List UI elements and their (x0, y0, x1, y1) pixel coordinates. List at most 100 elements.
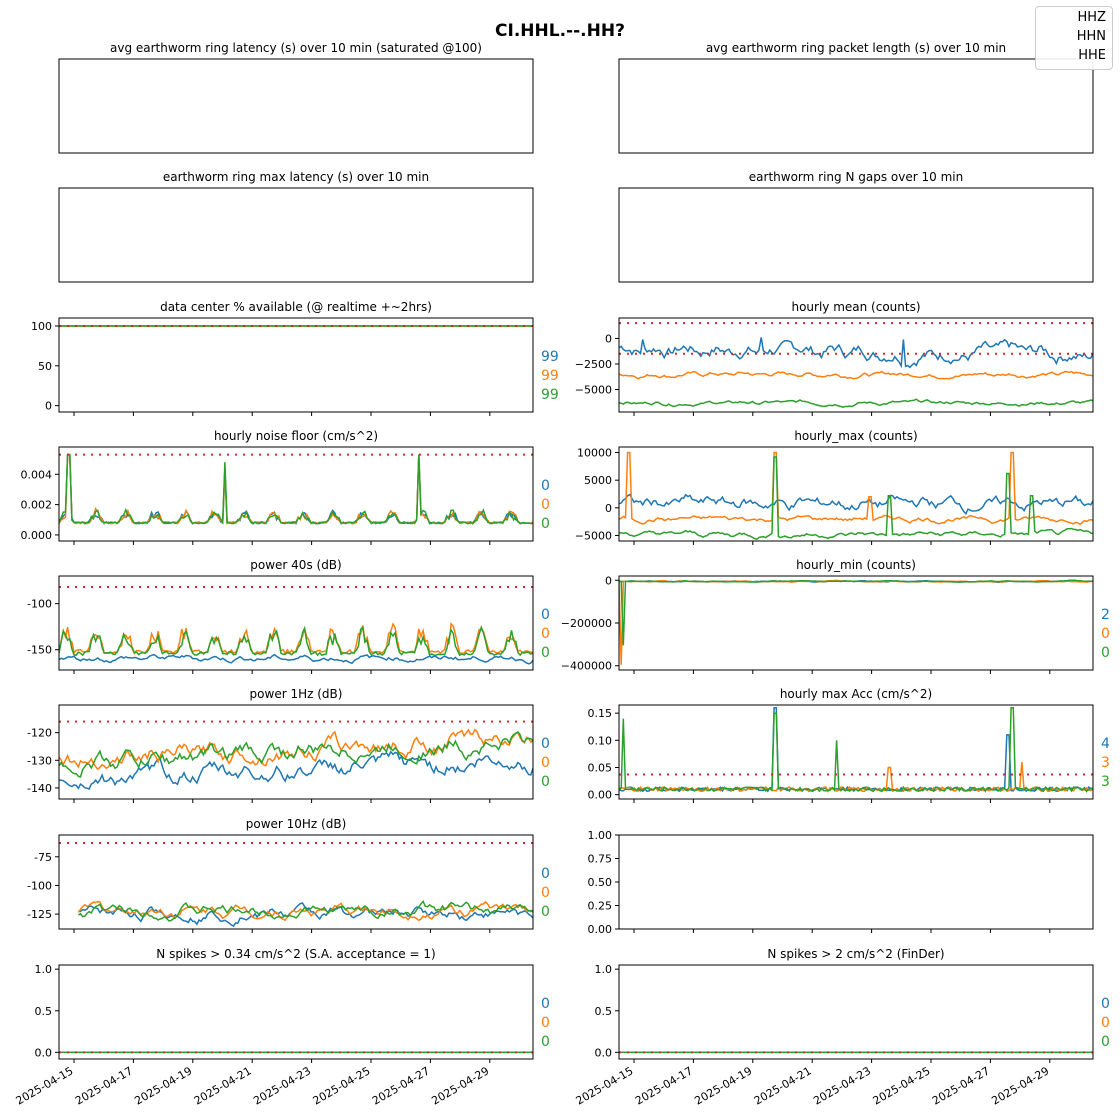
panel-title: hourly max Acc (cm/s^2) (780, 687, 932, 701)
axes-frame (618, 317, 1094, 413)
panel-title: power 1Hz (dB) (250, 687, 343, 701)
ytick-label: −200000 (561, 617, 612, 630)
count-annotation-hhn: 0 (541, 885, 550, 901)
panel-hourly_mean: hourly mean (counts) 0 −2500 −5000 (575, 300, 1094, 416)
ytick-label: -140 (27, 782, 52, 795)
series-line-hhn (59, 728, 533, 771)
xtick-label: 2025-04-17 (633, 1064, 695, 1107)
series-line-hhz (59, 750, 533, 790)
count-annotation-hhz: 4 (1101, 736, 1110, 752)
axes-frame (618, 575, 1094, 671)
panel-title: N spikes > 0.34 cm/s^2 (S.A. acceptance … (156, 947, 435, 961)
xtick-label: 2025-04-17 (73, 1064, 135, 1107)
ytick-label: 0.5 (35, 1005, 53, 1018)
ytick-label: -100 (27, 879, 52, 892)
panel-n_gaps: earthworm ring N gaps over 10 min (618, 170, 1094, 283)
ytick-label: 0.75 (588, 853, 613, 866)
xtick-label: 2025-04-25 (871, 1064, 933, 1107)
ytick-label: 50 (38, 360, 52, 373)
ytick-label: −5000 (575, 384, 612, 397)
axes-frame (618, 834, 1094, 930)
count-annotation-hhz: 0 (541, 478, 550, 494)
panel-max_latency: earthworm ring max latency (s) over 10 m… (58, 170, 534, 283)
panel-hourly_min: hourly_min (counts) 0 −200000 −400000 2 0 0 (561, 558, 1110, 674)
series-line-hhe (59, 731, 533, 778)
panel-title: avg earthworm ring packet length (s) ove… (706, 41, 1006, 55)
count-annotation-hhe: 0 (541, 774, 550, 790)
ytick-label: 0.10 (588, 734, 613, 747)
series-line-hhz (619, 706, 1093, 793)
ytick-label: 0.15 (588, 707, 613, 720)
count-annotation-hhz: 0 (541, 736, 550, 752)
axes-frame (58, 704, 534, 800)
series-line-hhz (619, 337, 1093, 369)
count-annotation-hhe: 99 (541, 387, 559, 403)
series-line-hhe (59, 453, 533, 525)
panel-title: hourly_min (counts) (796, 558, 916, 572)
ytick-label: 100 (31, 320, 52, 333)
panel-title: hourly noise floor (cm/s^2) (214, 429, 378, 443)
panel-power1: power 1Hz (dB) -120 -130 -140 0 0 0 (27, 687, 550, 803)
axes-frame (618, 964, 1094, 1060)
count-annotation-hhe: 0 (541, 516, 550, 532)
ytick-label: 0.0 (595, 1046, 613, 1059)
xtick-label: 2025-04-29 (989, 1064, 1051, 1107)
count-annotation-hhn: 3 (1101, 755, 1110, 771)
xtick-label: 2025-04-19 (132, 1064, 194, 1107)
xtick-label: 2025-04-21 (752, 1064, 814, 1107)
ytick-label: 0.004 (21, 468, 53, 481)
ytick-label: -75 (34, 851, 52, 864)
count-annotation-hhz: 0 (1101, 996, 1110, 1012)
ytick-label: 0 (45, 400, 52, 413)
xtick-label: 2025-04-15 (574, 1064, 636, 1107)
count-annotation-hhn: 0 (541, 497, 550, 513)
ytick-label: 0.05 (588, 761, 613, 774)
axes-frame (58, 317, 534, 413)
legend-item-hhn: HHN (1076, 29, 1106, 44)
panel-power10: power 10Hz (dB) -75 -100 -125 0 0 0 (27, 817, 550, 933)
panel-title: hourly mean (counts) (791, 300, 920, 314)
panel-title: data center % available (@ realtime +~2h… (160, 300, 432, 314)
series-line-hhe (619, 456, 1093, 541)
xtick-label: 2025-04-23 (811, 1064, 873, 1107)
count-annotation-hhe: 0 (1101, 1034, 1110, 1050)
xtick-label: 2025-04-15 (14, 1064, 76, 1107)
axes-frame (618, 704, 1094, 800)
panel-availability: data center % available (@ realtime +~2h… (31, 300, 559, 416)
count-annotation-hhn: 0 (541, 755, 550, 771)
figure-title: CI.HHL.--.HH? (495, 21, 625, 41)
count-annotation-hhn: 0 (1101, 626, 1110, 642)
series-line-hhz (59, 653, 533, 665)
ytick-label: 1.0 (35, 963, 53, 976)
panel-packet_len: avg earthworm ring packet length (s) ove… (618, 41, 1094, 154)
axes-frame (58, 58, 534, 154)
series-line-hhz (78, 902, 533, 928)
series-line-hhe (619, 579, 1093, 646)
panel-hourly_max: hourly_max (counts) 10000 5000 0 −5000 (575, 429, 1094, 545)
ytick-label: 0.25 (588, 900, 613, 913)
series-line-hhn (59, 622, 533, 655)
xtick-label: 2025-04-25 (311, 1064, 373, 1107)
panel-max_acc: hourly max Acc (cm/s^2) 0.15 0.10 0.05 0.00 4… (588, 687, 1110, 803)
count-annotation-hhe: 3 (1101, 774, 1110, 790)
count-annotation-hhe: 0 (541, 904, 550, 920)
ytick-label: 0.5 (595, 1005, 613, 1018)
panel-title: avg earthworm ring latency (s) over 10 m… (110, 41, 482, 55)
axes-frame (58, 575, 534, 671)
axes-frame (58, 187, 534, 283)
panel-spikes_sa: N spikes > 0.34 cm/s^2 (S.A. acceptance … (14, 947, 550, 1108)
panel-power40: power 40s (dB) -100 -150 0 0 0 (27, 558, 550, 674)
count-annotation-hhe: 0 (541, 645, 550, 661)
panel-title: N spikes > 2 cm/s^2 (FinDer) (767, 947, 944, 961)
series-line-hhe (619, 398, 1093, 408)
ytick-label: 0.0 (35, 1046, 53, 1059)
series-line-hhe (77, 900, 533, 922)
series-line-hhn (619, 579, 1093, 665)
series-line-hhn (619, 762, 1093, 793)
panel-title: power 40s (dB) (250, 558, 341, 572)
count-annotation-hhe: 0 (1101, 645, 1110, 661)
panel-noise_floor: hourly noise floor (cm/s^2) 0.000 0.002 0.0… (21, 429, 550, 545)
count-annotation-hhz: 2 (1101, 607, 1110, 623)
xtick-label: 2025-04-27 (370, 1064, 432, 1107)
count-annotation-hhz: 0 (541, 996, 550, 1012)
